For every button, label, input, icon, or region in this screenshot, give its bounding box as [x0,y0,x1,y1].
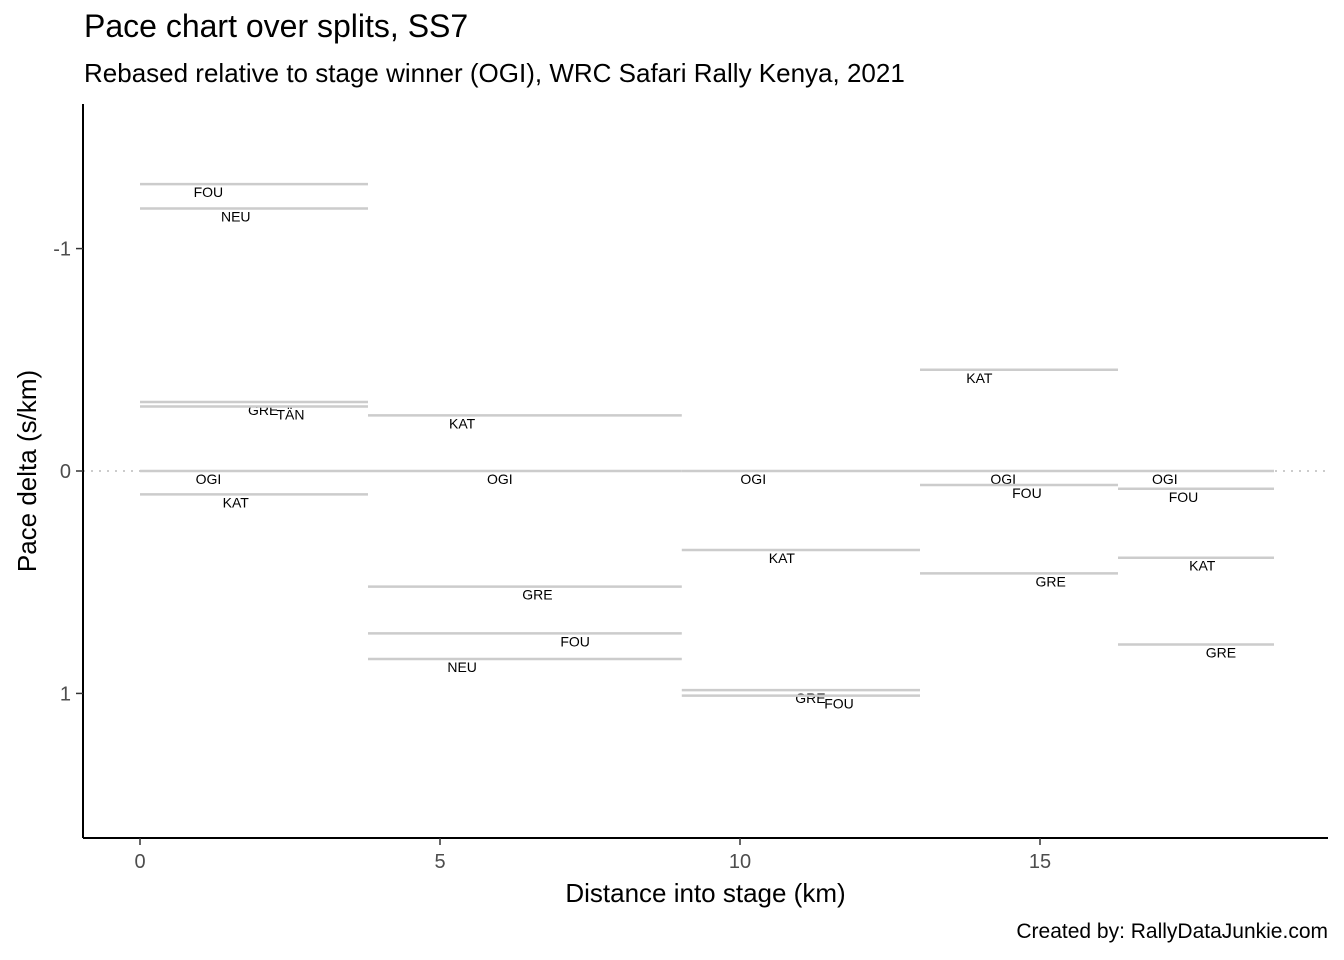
driver-label: GRE [795,690,825,706]
x-tick-label: 10 [729,851,751,873]
driver-label: OGI [1152,471,1178,487]
driver-label: FOU [560,633,590,649]
driver-label: KAT [966,370,993,386]
y-tick-label: 0 [60,461,71,483]
driver-label: OGI [196,471,222,487]
driver-label: GRE [1206,644,1236,660]
driver-label: OGI [990,471,1016,487]
driver-label: GRE [1036,573,1066,589]
driver-label: GRE [522,587,552,603]
driver-label: FOU [824,696,854,712]
driver-label: FOU [1012,485,1042,501]
x-tick-label: 15 [1029,851,1051,873]
x-tick-label: 0 [134,851,145,873]
y-tick-label: -1 [53,239,71,261]
driver-label: FOU [1169,489,1199,505]
driver-label: GRE [248,402,278,418]
driver-label: KAT [449,415,476,431]
driver-label: KAT [223,494,250,510]
driver-label: OGI [740,471,766,487]
x-axis-title: Distance into stage (km) [565,878,845,908]
y-axis-title: Pace delta (s/km) [12,370,42,572]
y-tick-label: 1 [60,683,71,705]
chart-subtitle: Rebased relative to stage winner (OGI), … [84,58,905,88]
driver-label: NEU [447,659,477,675]
chart-caption: Created by: RallyDataJunkie.com [1016,920,1328,943]
chart-title: Pace chart over splits, SS7 [84,8,469,44]
driver-label: KAT [1189,558,1216,574]
driver-label: TÄN [276,406,304,422]
driver-label: OGI [487,471,513,487]
driver-label: KAT [769,550,796,566]
driver-label: FOU [194,184,224,200]
driver-label: NEU [221,209,251,225]
x-tick-label: 5 [434,851,445,873]
